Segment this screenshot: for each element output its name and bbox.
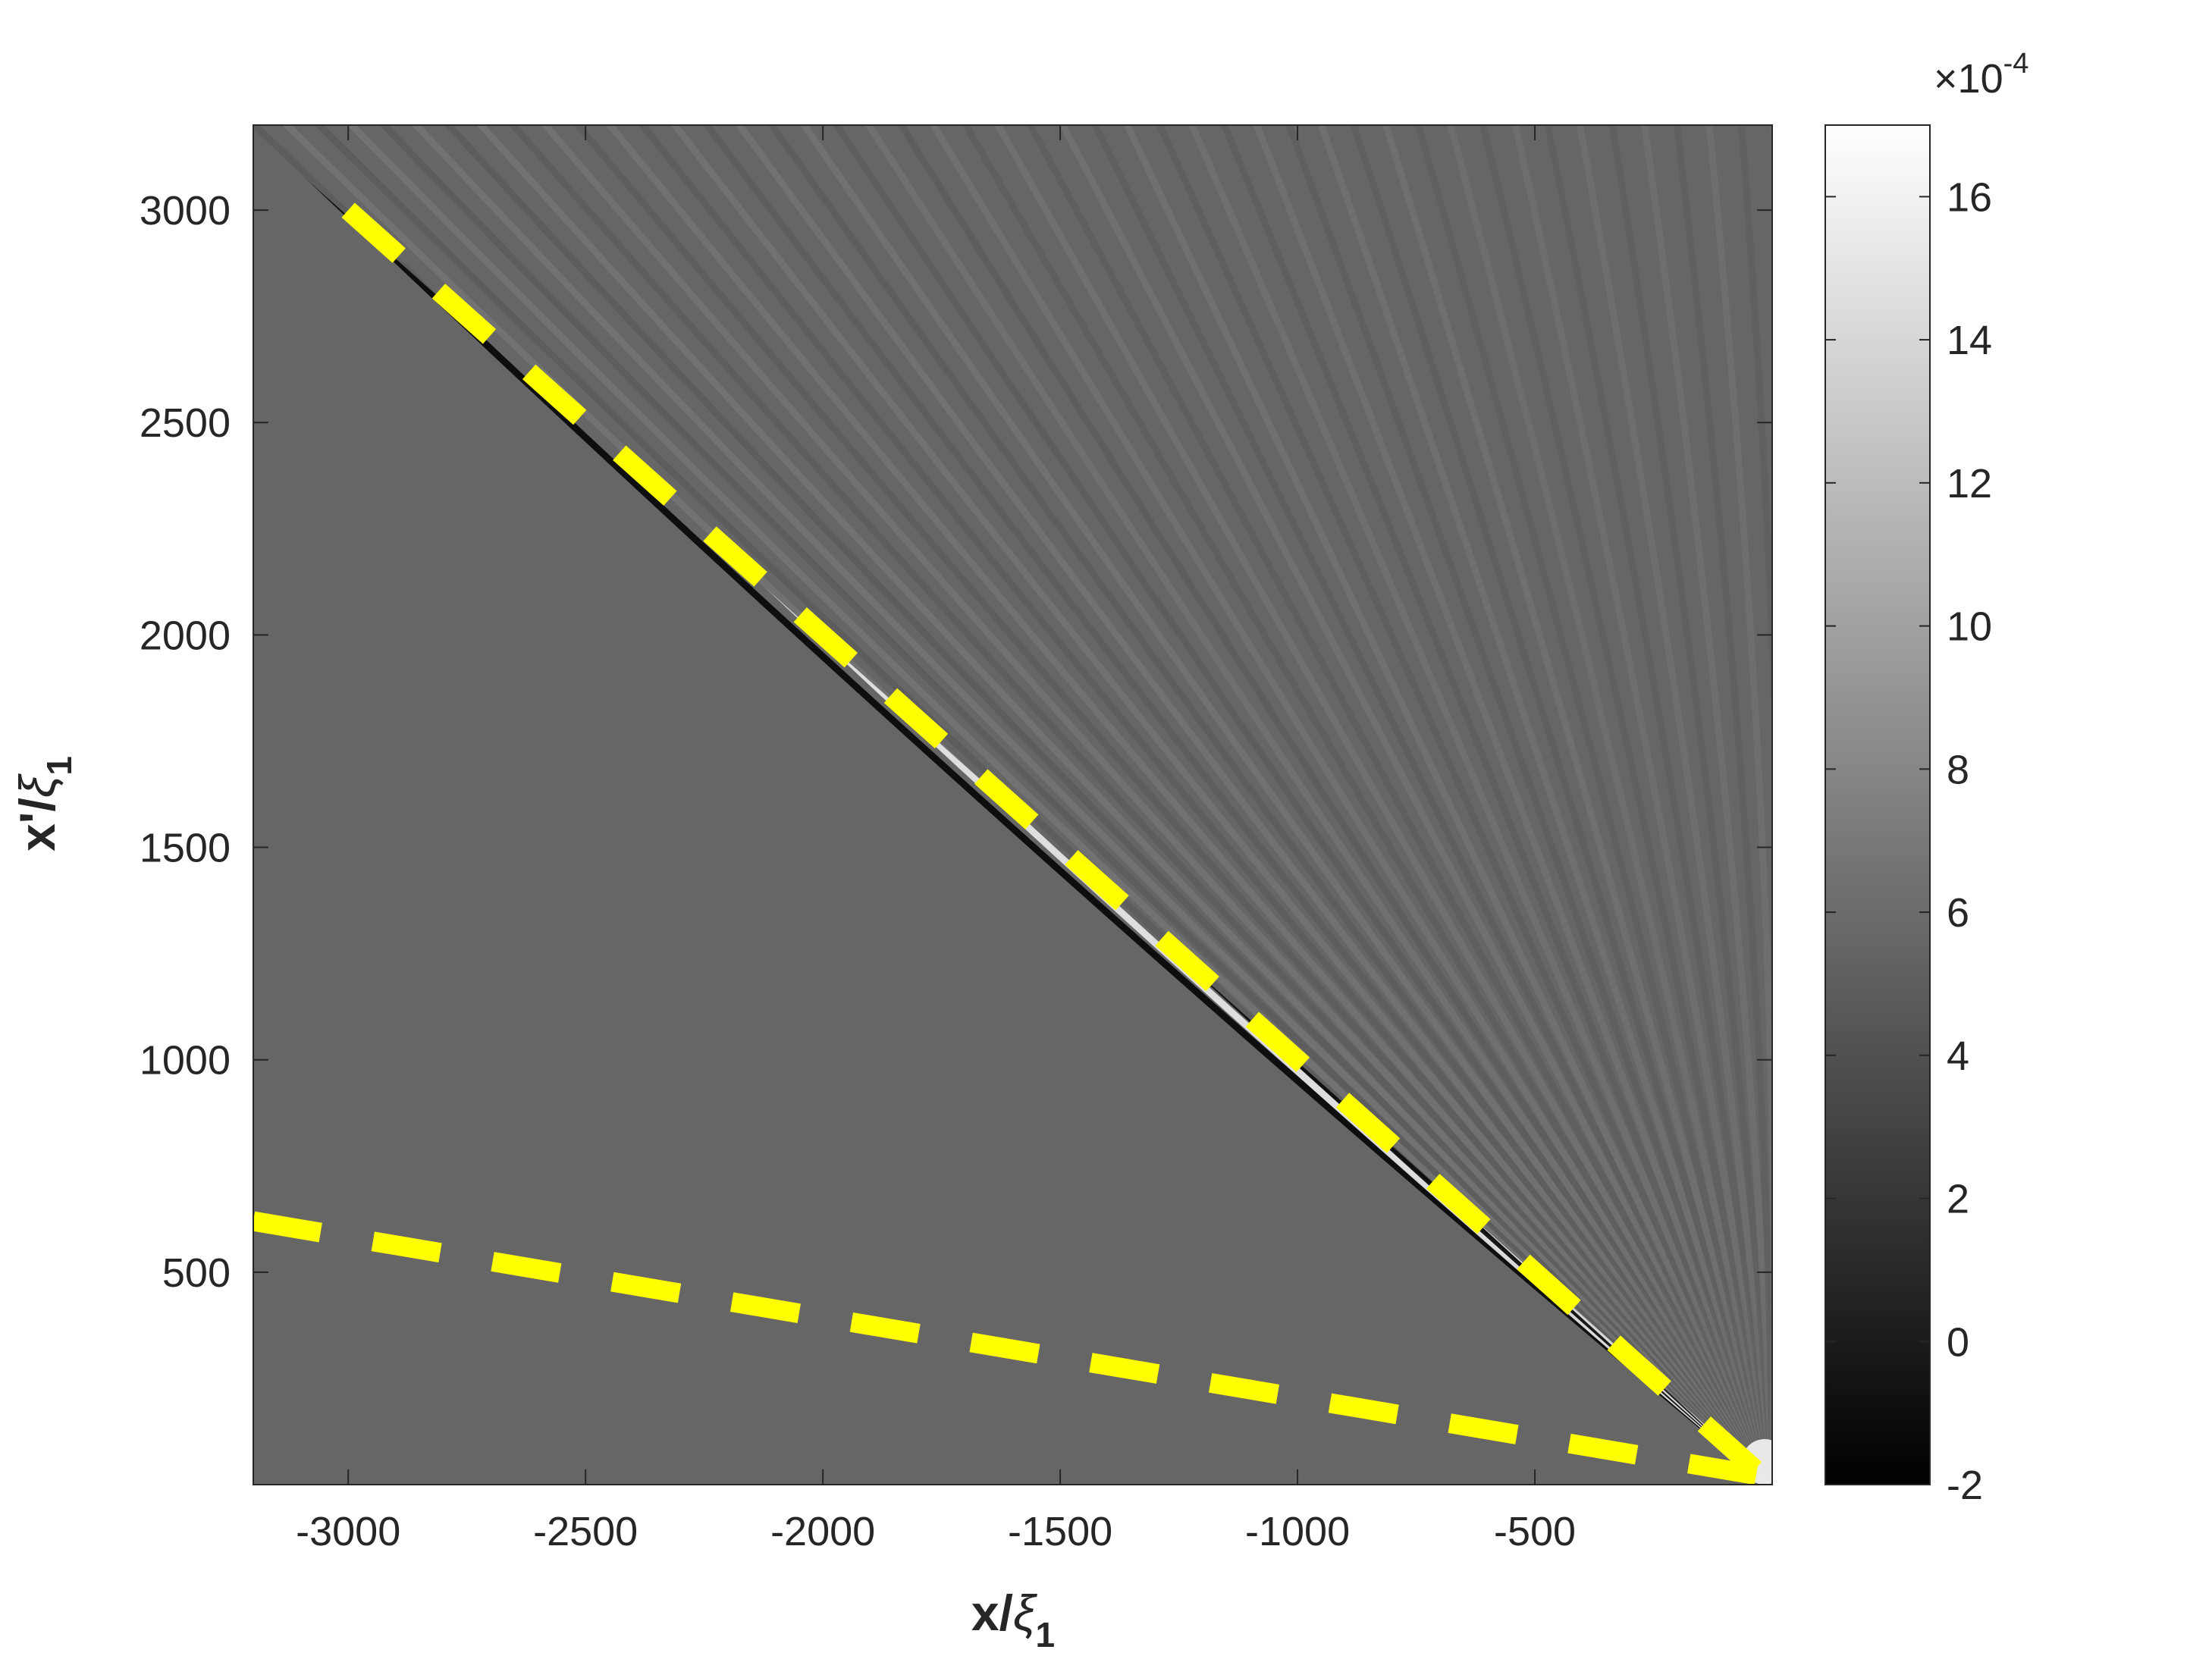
x-tick-label: -3000: [296, 1509, 400, 1554]
colorbar: -2 0 2 4 6 8 10 12 14 16 ×10-4: [1825, 48, 2028, 1508]
y-axis-title-subscript: 1: [39, 756, 79, 776]
x-tick-label: -500: [1494, 1509, 1576, 1554]
fringe-stripe: [1768, 125, 1772, 1485]
colorbar-tick-label: 12: [1947, 461, 1992, 506]
heatmap-plot: [253, 124, 1773, 1485]
x-axis-title-symbol: ξ: [1013, 1585, 1037, 1641]
overlay-dashed-line: [341, 202, 1770, 1484]
colorbar-tick-label: 0: [1947, 1319, 1969, 1365]
y-tick-label: 1000: [140, 1038, 231, 1084]
y-axis-title: x'/ξ1: [9, 756, 79, 851]
plot-frame: [253, 124, 1773, 1485]
colorbar-tick-label: 10: [1947, 604, 1992, 650]
colorbar-exponent: ×10-4: [1934, 48, 2028, 102]
x-axis-title-subscript: 1: [1035, 1615, 1055, 1654]
x-axis: -3000 -2500 -2000 -1500 -1000 -500: [296, 125, 1576, 1554]
fringe-stripe: [1768, 1474, 1772, 1485]
y-tick-label: 1500: [140, 826, 231, 871]
overlay-lines: [253, 202, 1770, 1485]
colorbar-tick-label: 14: [1947, 318, 1992, 363]
fringe-stripe: [1768, 1450, 1772, 1485]
x-tick-label: -2000: [770, 1509, 875, 1554]
colorbar-ticks: -2 0 2 4 6 8 10 12 14 16: [1825, 174, 1992, 1508]
y-tick-label: 3000: [140, 188, 231, 234]
overlay-dashed-line: [253, 1211, 1765, 1485]
y-axis-title-symbol: ξ: [9, 773, 65, 798]
colorbar-tick-label: 2: [1947, 1177, 1969, 1222]
x-tick-label: -1500: [1008, 1509, 1112, 1554]
y-tick-label: 2500: [140, 400, 231, 446]
colorbar-tick-label: -2: [1947, 1463, 1983, 1508]
colorbar-tick-label: 8: [1947, 747, 1969, 792]
y-tick-label: 500: [162, 1250, 231, 1296]
x-tick-label: -1000: [1245, 1509, 1350, 1554]
colorbar-tick-label: 6: [1947, 890, 1969, 936]
colorbar-tick-label: 16: [1947, 174, 1992, 220]
colorbar-tick-label: 4: [1947, 1033, 1969, 1079]
y-tick-label: 2000: [140, 613, 231, 658]
colorbar-gradient: [1825, 124, 1931, 1485]
colorbar-exponent-power: -4: [2003, 48, 2029, 80]
y-axis: 500 1000 1500 2000 2500 3000: [140, 188, 1772, 1296]
x-tick-label: -2500: [533, 1509, 638, 1554]
x-axis-title: x/ξ1: [971, 1585, 1055, 1654]
